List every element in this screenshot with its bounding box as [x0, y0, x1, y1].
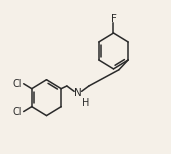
Text: H: H	[82, 98, 89, 108]
Text: Cl: Cl	[12, 79, 22, 89]
Text: F: F	[110, 14, 116, 24]
Text: Cl: Cl	[12, 107, 22, 117]
Text: N: N	[74, 88, 82, 98]
